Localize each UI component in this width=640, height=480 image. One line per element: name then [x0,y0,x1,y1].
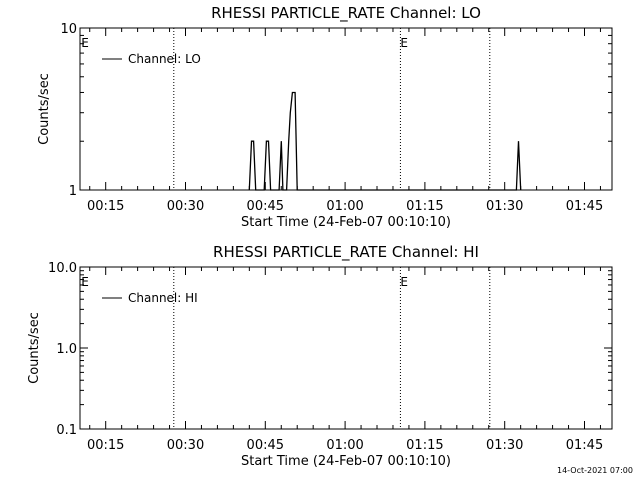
y-tick-label: 10.0 [48,261,77,276]
x-tick-label: 00:45 [247,199,284,214]
x-tick-label: 00:15 [87,199,124,214]
y-axis-label: Counts/sec [37,73,52,145]
x-tick-label: 00:15 [87,438,124,453]
y-tick-label: 0.1 [56,423,77,438]
x-tick-label: 01:45 [566,438,603,453]
x-tick-label: 01:15 [406,199,443,214]
x-tick-label: 01:45 [566,199,603,214]
x-axis-label: Start Time (24-Feb-07 00:10:10) [241,215,451,230]
x-tick-label: 00:30 [167,438,204,453]
event-marker: E [81,275,89,289]
x-tick-label: 01:30 [486,438,523,453]
chart-title: RHESSI PARTICLE_RATE Channel: LO [211,4,481,23]
x-tick-label: 01:00 [326,199,363,214]
series-line [248,91,522,191]
x-tick-label: 00:30 [167,199,204,214]
event-marker: E [81,36,89,50]
x-tick-label: 00:45 [247,438,284,453]
x-tick-label: 01:15 [406,438,443,453]
event-marker: E [400,36,408,50]
legend-label: Channel: HI [128,291,198,305]
y-tick-label: 1.0 [56,342,77,357]
chart-title: RHESSI PARTICLE_RATE Channel: HI [213,243,479,262]
legend-label: Channel: LO [128,52,201,66]
y-axis-label: Counts/sec [27,312,42,384]
x-axis-label: Start Time (24-Feb-07 00:10:10) [241,454,451,469]
y-tick-label: 10 [60,22,77,37]
x-tick-label: 01:30 [486,199,523,214]
x-tick-label: 01:00 [326,438,363,453]
event-marker: E [400,275,408,289]
y-tick-label: 1 [69,184,77,199]
generation-timestamp: 14-Oct-2021 07:00 [557,466,633,475]
